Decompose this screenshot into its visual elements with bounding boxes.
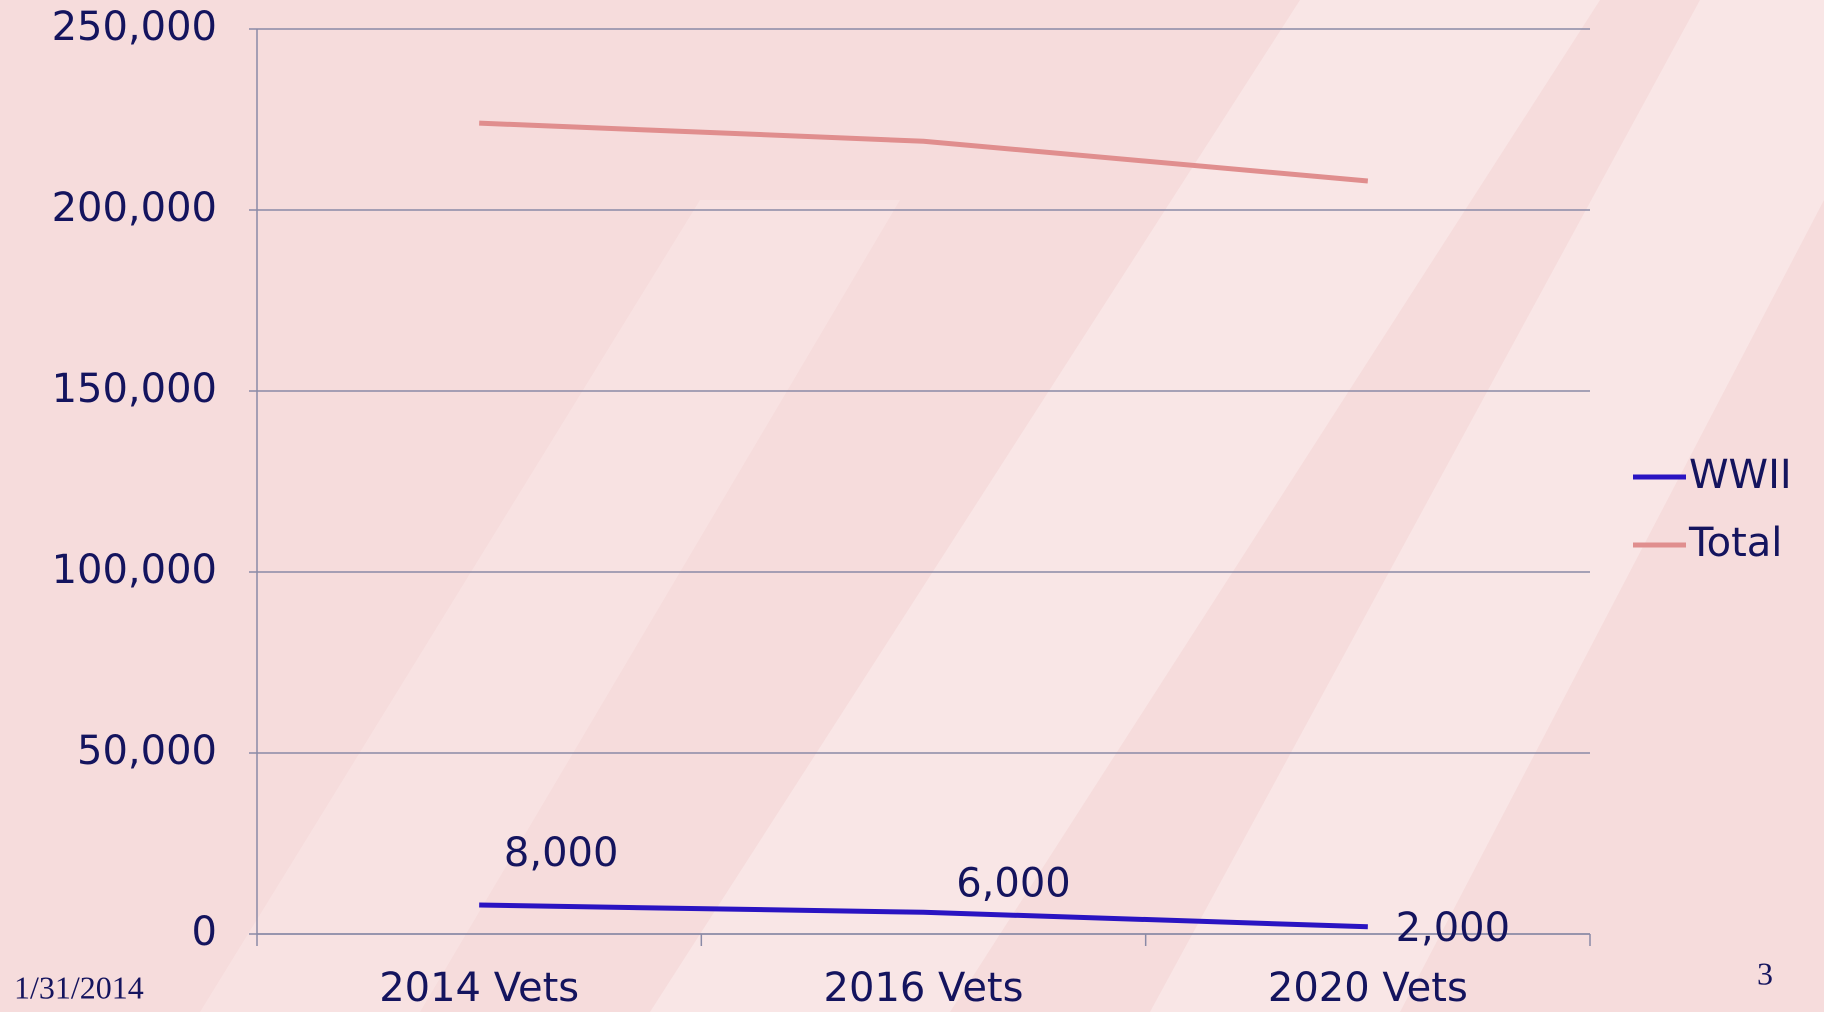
x-tick-label: 2020 Vets [1268, 965, 1468, 1011]
x-tick-label: 2016 Vets [824, 965, 1024, 1011]
y-tick-label: 100,000 [52, 547, 217, 593]
y-tick-label: 250,000 [52, 4, 217, 50]
legend-label: Total [1688, 520, 1782, 566]
y-tick-label: 50,000 [77, 728, 217, 774]
y-tick-label: 150,000 [52, 366, 217, 412]
legend-label: WWII [1689, 452, 1792, 498]
data-label: 8,000 [504, 830, 619, 876]
y-tick-label: 200,000 [52, 185, 217, 231]
data-label: 6,000 [956, 860, 1071, 906]
data-label: 2,000 [1396, 905, 1511, 951]
chart: 0 50,000 100,000 150,000 200,000 250,000 2014 … [0, 0, 1824, 1012]
x-tick-label: 2014 Vets [379, 965, 579, 1011]
page-number: 3 [1757, 955, 1773, 991]
footer-date: 1/31/2014 [14, 969, 144, 1005]
y-tick-label: 0 [192, 909, 217, 955]
